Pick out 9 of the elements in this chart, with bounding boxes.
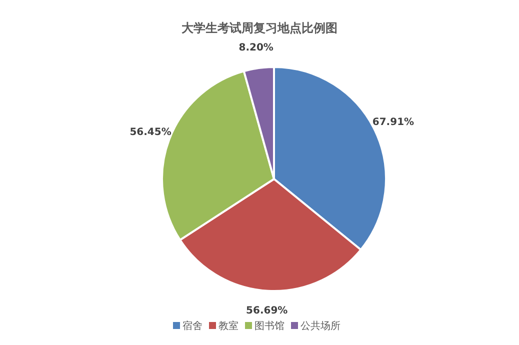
legend-label: 宿舍 xyxy=(182,321,202,332)
chart-title: 大学生考试周复习地点比例图 xyxy=(180,20,338,37)
legend-label: 图书馆 xyxy=(254,321,284,332)
legend-label: 教室 xyxy=(218,321,238,332)
data-label: 8.20% xyxy=(238,42,274,54)
data-label: 56.45% xyxy=(130,126,172,138)
data-label: 56.69% xyxy=(246,305,288,316)
legend-label: 公共场所 xyxy=(300,321,340,332)
data-label: 67.91% xyxy=(372,116,414,128)
